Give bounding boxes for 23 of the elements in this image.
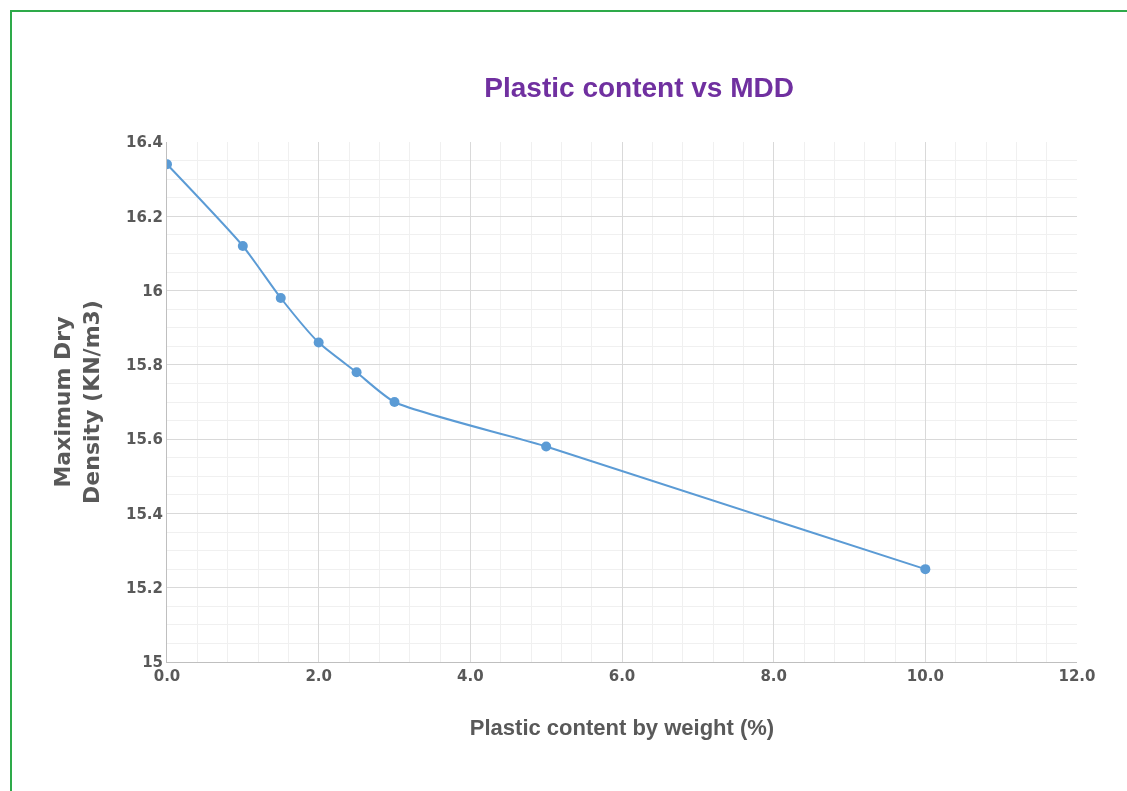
point	[237, 241, 248, 251]
x-tick-label: 10.0	[906, 667, 944, 685]
y-axis-title: Maximum Dry Density (KN/m3)	[50, 300, 104, 504]
x-axis-title: Plastic content by weight (%)	[469, 714, 775, 740]
x-tick-label: 4.0	[457, 667, 484, 685]
y-tick-label: 15.6	[125, 430, 163, 449]
point	[920, 564, 931, 575]
y-tick-label: 15.8	[125, 356, 163, 375]
x-tick-label: 8.0	[760, 667, 787, 685]
point	[389, 397, 400, 407]
x-tick-label: 12.0	[1058, 667, 1096, 685]
y-tick-label: 16.4	[125, 133, 163, 152]
chart-title: Plastic content vs MDD	[484, 72, 794, 104]
point	[313, 337, 324, 348]
y-tick-label: 15.4	[125, 504, 163, 523]
y-tick-label: 16	[142, 281, 163, 300]
y-tick-label: 15.2	[125, 578, 163, 597]
x-tick-label: 2.0	[305, 667, 332, 685]
point	[541, 441, 552, 452]
point	[351, 367, 362, 378]
y-tick-label: 16.2	[125, 207, 163, 226]
point	[275, 293, 286, 303]
x-tick-label: 6.0	[608, 667, 636, 685]
